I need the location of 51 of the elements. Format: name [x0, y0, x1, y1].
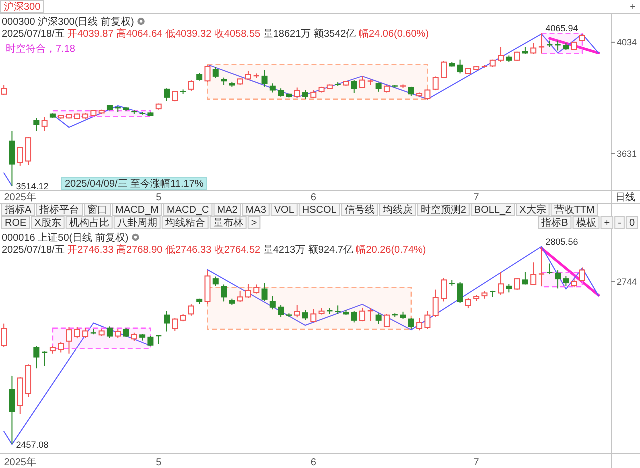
x-tick-label: 7	[474, 458, 480, 468]
button: 八卦周期	[114, 216, 161, 230]
button: -	[614, 216, 625, 230]
tab: 沪深300	[0, 0, 44, 14]
chart-subtitle: 2025/07/18/五 开2746.33 高2768.90 低2746.33 收2764.52 量4213万 额924.7亿 幅20.26(0.74%)	[2, 244, 426, 256]
tag: 2025/04/09/三 至今涨幅11.17%	[62, 178, 208, 190]
button: 模板	[572, 216, 600, 230]
x-tick-label: 6	[310, 192, 317, 204]
button: >	[248, 216, 261, 230]
axis-label: 2744	[610, 277, 638, 288]
annotation: 2805.56	[546, 237, 578, 247]
y-tick-label: 3631	[617, 149, 638, 160]
x-tick-label: 5	[156, 458, 162, 468]
annotation: 时空符合，7.18	[6, 43, 76, 55]
button: BOLL_Z	[470, 204, 516, 216]
button: 机构占比	[66, 216, 113, 230]
chart-title: 000300 沪深300(日线 前复权)	[2, 16, 134, 28]
annotation: 3514.12	[16, 182, 49, 192]
button: 营收TTM	[550, 204, 598, 216]
button: X大宗	[516, 204, 550, 216]
button: 指标平台	[36, 204, 84, 216]
button: 均线戾	[379, 204, 416, 216]
text: +	[630, 2, 636, 13]
button: 均线粘合	[162, 216, 209, 230]
button: 量布林	[210, 216, 247, 230]
button: VOL	[270, 204, 298, 216]
button: 0	[626, 216, 638, 230]
text: 2025/07/18/五 开4039.87 高4064.64 低4039.32 收4058.55 量18621万 额3542亿 幅24.06(0.60%)	[2, 28, 430, 40]
button: 指标A	[2, 204, 36, 216]
y-tick-label: 4034	[617, 38, 638, 48]
button: 窗口	[84, 204, 112, 216]
annotation: 4065.94	[546, 24, 578, 34]
button: MA2	[214, 204, 242, 216]
annotation: 2457.08	[16, 440, 49, 450]
button: 信号线	[341, 204, 378, 216]
button: HSCOL	[298, 204, 340, 216]
x-tick-label: 2025年	[4, 192, 36, 204]
button: MACD_C	[164, 204, 213, 216]
button: +	[600, 216, 614, 230]
chart-title: 000016 上证50(日线 前复权)	[2, 232, 129, 244]
button: MA3	[242, 204, 270, 216]
x-tick-label: 2025年	[4, 456, 36, 468]
text: 日线	[616, 192, 636, 204]
button: MACD_M	[112, 204, 163, 216]
button: 指标B	[538, 216, 572, 230]
x-tick-label: 5	[156, 192, 162, 204]
button: 时空预测2	[417, 204, 470, 216]
x-tick-label: 7	[474, 192, 480, 204]
button: X股东	[31, 216, 65, 230]
button: ROE	[2, 216, 30, 230]
x-tick-label: 6	[310, 458, 317, 468]
